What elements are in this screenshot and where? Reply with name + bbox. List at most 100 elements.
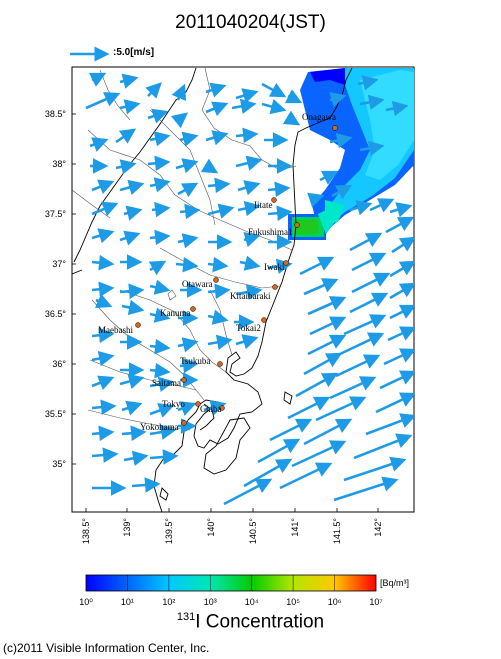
- wind-arrow: [121, 400, 143, 416]
- wind-arrow: [148, 260, 167, 276]
- wind-arrow: [369, 198, 395, 213]
- wind-arrow: [307, 296, 347, 316]
- wind-arrow: [177, 401, 197, 416]
- lon-tick-label: 141°: [290, 518, 300, 537]
- colorbar-tick-label: 10⁶: [327, 597, 342, 607]
- wind-arrow: [235, 127, 259, 144]
- wind-arrow: [91, 327, 115, 344]
- city-marker: [272, 284, 278, 290]
- wind-arrow: [149, 376, 175, 392]
- wind-arrow: [335, 354, 381, 378]
- colorbar-tick-label: 10⁷: [369, 597, 383, 607]
- wind-arrow: [149, 403, 175, 418]
- wind-arrow: [303, 352, 343, 376]
- wind-arrow: [307, 192, 325, 208]
- wind-arrow: [91, 447, 119, 463]
- wind-arrow: [207, 309, 229, 325]
- wind-arrow: [261, 99, 287, 115]
- wind-arrow: [179, 131, 199, 147]
- city-label: Yokohama: [140, 422, 179, 432]
- wind-arrow: [119, 230, 141, 246]
- wind-arrow: [343, 314, 387, 336]
- wind-arrow: [359, 94, 385, 110]
- colorbar-dividers: [127, 575, 335, 591]
- wind-arrow: [349, 200, 373, 216]
- wind-arrow: [329, 92, 347, 108]
- city-label: Iitate: [254, 200, 273, 210]
- wind-arrow: [131, 477, 161, 493]
- lon-tick-label: 142°: [373, 518, 383, 537]
- wind-arrow: [207, 334, 233, 350]
- wind-arrow: [149, 279, 171, 295]
- wind-arrow: [121, 425, 147, 441]
- wind-arrow: [359, 140, 385, 156]
- wind-arrow: [237, 200, 261, 217]
- colorbar-tick-label: 10²: [162, 597, 176, 607]
- lon-tick-label: 141.5°: [332, 518, 342, 545]
- wind-arrow: [91, 254, 115, 271]
- longitude-axis: 138.5° 139° 139.5° 140° 140.5° 141° 141.5° 142°: [81, 508, 383, 544]
- wind-arrow: [89, 137, 109, 152]
- colorbar-tick-label: 10⁵: [286, 597, 301, 607]
- wind-arrow: [119, 283, 145, 299]
- city-marker: [135, 322, 141, 328]
- lon-tick-label: 139°: [122, 518, 132, 537]
- wind-arrow: [339, 332, 385, 356]
- lat-tick-label: 35.5°: [45, 409, 67, 419]
- city-label: Tokyo: [162, 399, 185, 409]
- city-label: Chiba: [200, 404, 222, 414]
- wind-arrow: [261, 82, 287, 98]
- isotope-mass-number: 131: [176, 611, 196, 623]
- wind-arrow: [349, 232, 383, 252]
- wind-arrow: [205, 82, 227, 98]
- wind-arrow: [343, 456, 407, 482]
- wind-arrow: [303, 418, 353, 446]
- city-marker: [181, 420, 187, 426]
- wind-arrow: [170, 112, 189, 129]
- city-marker: [219, 405, 225, 411]
- wind-arrow: [383, 348, 414, 366]
- lon-tick-label: 139.5°: [164, 518, 174, 545]
- wind-arrow: [375, 392, 414, 414]
- wind-arrow: [379, 370, 414, 390]
- wind-arrow: [243, 232, 261, 248]
- wind-arrow: [267, 181, 291, 198]
- lat-tick-label: 36°: [52, 359, 66, 369]
- city-label: Onagawa: [302, 112, 336, 122]
- colorbar-tick-label: 10¹: [120, 597, 134, 607]
- wind-arrow: [119, 73, 139, 89]
- wind-arrow: [282, 110, 301, 126]
- wind-arrow: [231, 98, 257, 114]
- wind-arrow: [389, 282, 414, 300]
- wind-arrow: [177, 233, 199, 249]
- wind-arrow: [179, 203, 201, 220]
- wind-arrow: [200, 158, 219, 174]
- wind-arrow: [119, 179, 145, 195]
- wind-arrow: [351, 272, 391, 294]
- wind-arrow: [207, 203, 235, 219]
- wind-arrow: [333, 476, 399, 502]
- city-label: Tokai2: [236, 323, 261, 333]
- wind-arrow: [91, 350, 115, 367]
- wind-arrow: [203, 400, 227, 416]
- wind-arrow: [115, 128, 137, 144]
- wind-arrow: [179, 357, 199, 374]
- wind-arrow: [207, 177, 231, 194]
- city-label: Tsukuba: [180, 356, 210, 366]
- wind-arrow: [121, 299, 145, 316]
- wind-arrow: [91, 179, 115, 195]
- wind-arrow: [385, 100, 409, 117]
- copyright-credit: (c)2011 Visible Information Center, Inc.: [3, 641, 210, 655]
- city-marker: [283, 260, 289, 266]
- wind-arrow: [175, 158, 199, 174]
- map-title: 2011040204(JST): [175, 12, 326, 33]
- city-marker: [181, 377, 187, 383]
- city-marker: [271, 197, 277, 203]
- city-marker: [332, 125, 338, 131]
- lat-tick-label: 37°: [52, 259, 66, 269]
- wind-arrow: [94, 293, 113, 309]
- wind-arrow: [223, 478, 273, 506]
- wind-arrow: [307, 334, 347, 356]
- wind-arrow: [123, 450, 149, 466]
